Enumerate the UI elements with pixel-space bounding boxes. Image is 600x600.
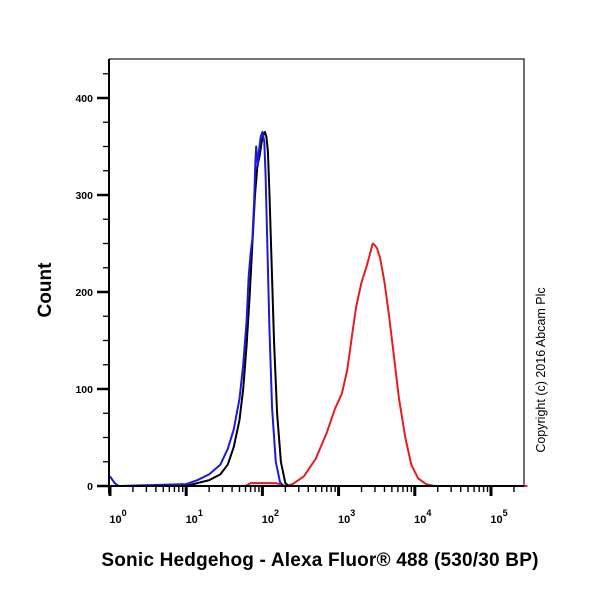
copyright-notice: Copyright (c) 2016 Abcam Plc [527,250,555,490]
y-tick-label: 100 [75,384,93,396]
histogram-curves [109,130,528,487]
axes: 0 100 200 300 400 100 101 102 103 104 105 [75,59,524,526]
x-tick-label: 102 [262,508,279,526]
x-tick-label: 103 [338,508,355,526]
y-tick-label: 200 [75,287,93,299]
y-tick-label: 400 [75,93,93,105]
x-tick-label: 104 [414,508,431,526]
x-tick-label: 101 [186,508,203,526]
y-axis-title-text: Count [35,262,56,318]
series-red-curve [110,242,528,487]
y-tick-label: 0 [87,481,93,493]
series-blue-curve [109,130,285,487]
plot-frame [109,58,525,486]
x-tick-label: 100 [109,508,126,526]
plot-border [109,58,525,486]
x-tick-label: 105 [490,508,507,526]
y-tick-label: 300 [75,190,93,202]
copyright-text: Copyright (c) 2016 Abcam Plc [534,287,548,453]
x-axis-title: Sonic Hedgehog - Alexa Fluor® 488 (530/3… [101,550,539,571]
y-axis-title: Count [16,240,76,340]
